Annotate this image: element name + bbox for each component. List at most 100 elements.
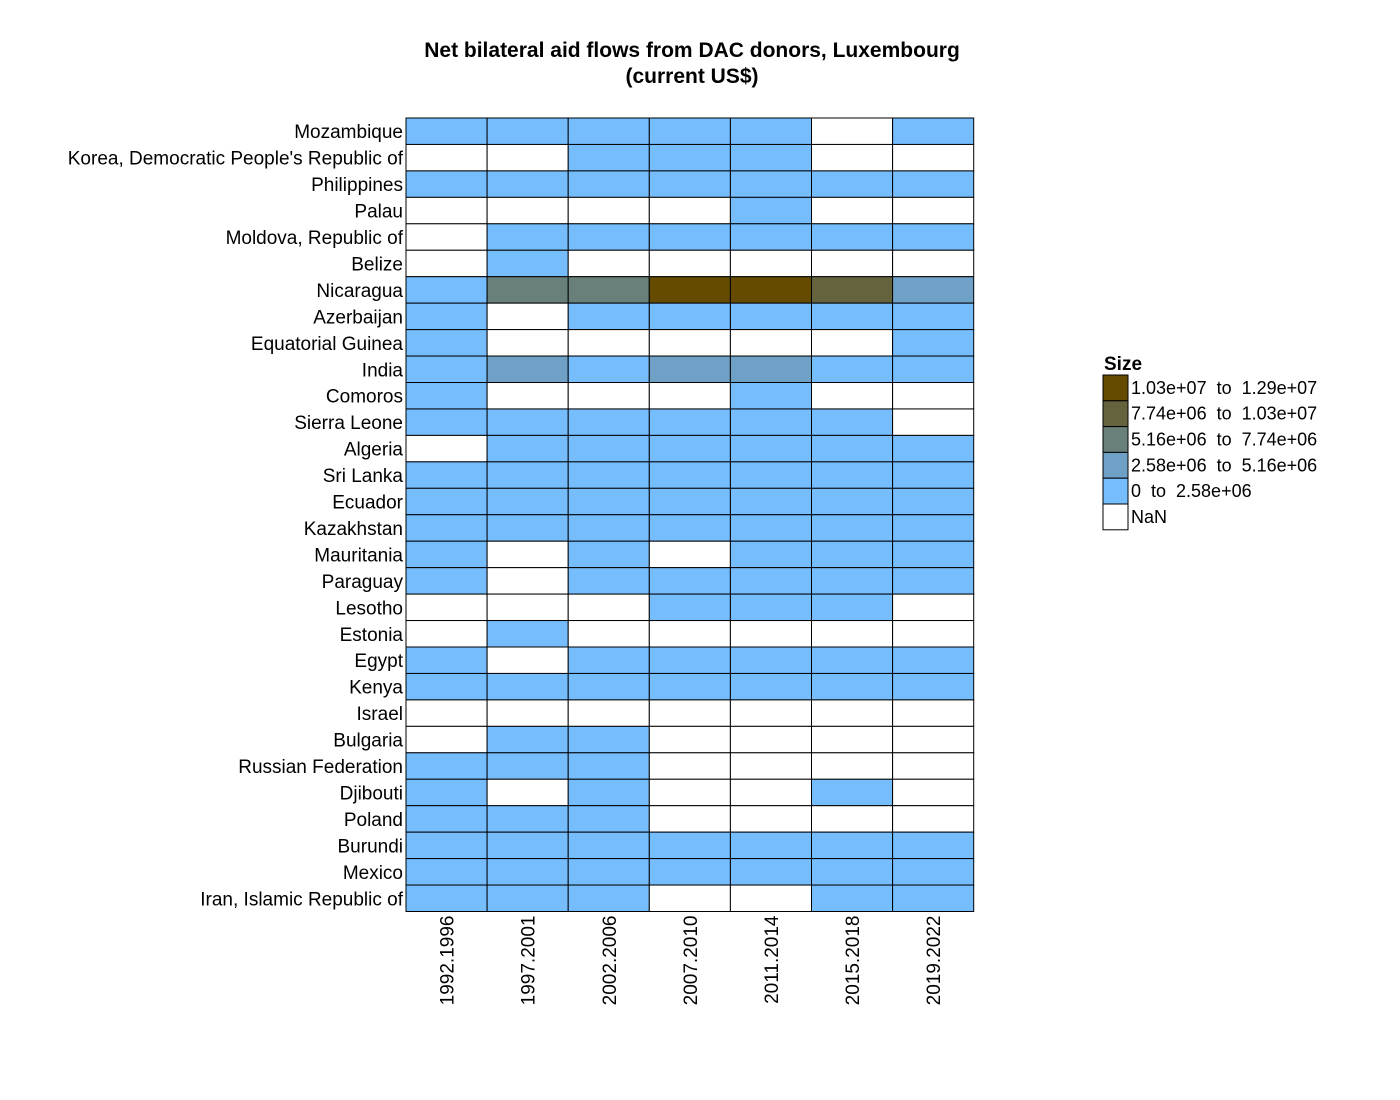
heatmap-cell <box>648 752 731 780</box>
heatmap-cell <box>648 196 731 225</box>
column-label-2019-2022: 2019.2022 <box>924 916 945 1006</box>
row-label-belize: Belize <box>351 254 403 275</box>
heatmap-cell <box>486 884 569 912</box>
row-label-mauritania: Mauritania <box>314 545 403 566</box>
heatmap-cell <box>567 117 650 145</box>
heatmap-cell <box>811 725 894 754</box>
heatmap-cell <box>567 831 650 860</box>
heatmap-cell <box>648 355 731 383</box>
heatmap-cell <box>811 805 894 833</box>
row-label-moldova-republic-of: Moldova, Republic of <box>226 228 404 249</box>
heatmap-cell <box>486 249 569 278</box>
legend-label: 7.74e+06 to 1.03e+07 <box>1131 404 1317 424</box>
heatmap-cell <box>405 672 488 701</box>
heatmap-cell <box>648 302 731 331</box>
heatmap-cell <box>729 752 813 780</box>
heatmap-cell <box>405 434 488 463</box>
heatmap-cell <box>811 355 894 383</box>
heatmap-cell <box>567 434 650 463</box>
heatmap-cell <box>811 223 894 251</box>
heatmap-cell <box>567 276 650 304</box>
row-label-poland: Poland <box>344 810 403 831</box>
heatmap-cell <box>405 752 488 780</box>
heatmap-cell <box>729 117 813 145</box>
row-label-india: India <box>362 360 404 381</box>
heatmap-cell <box>486 778 569 807</box>
heatmap-cell <box>729 620 813 648</box>
heatmap-cell <box>648 329 731 357</box>
heatmap-cell <box>811 752 894 780</box>
heatmap-cell <box>405 646 488 674</box>
column-label-2007-2010: 2007.2010 <box>681 916 702 1006</box>
heatmap-cell <box>567 249 650 278</box>
heatmap-cell <box>486 117 569 145</box>
legend-label: 5.16e+06 to 7.74e+06 <box>1131 430 1317 450</box>
heatmap-cell <box>648 382 731 410</box>
heatmap-cell <box>729 646 813 674</box>
heatmap-cell <box>811 593 894 622</box>
heatmap-cell <box>892 646 975 674</box>
row-label-israel: Israel <box>357 704 403 725</box>
heatmap-cell <box>486 487 569 516</box>
legend-swatch <box>1102 400 1129 428</box>
heatmap-cell <box>811 699 894 727</box>
heatmap-cell <box>567 514 650 542</box>
heatmap-cell <box>729 276 813 304</box>
heatmap-cell <box>811 487 894 516</box>
heatmap-cell <box>892 143 975 172</box>
heatmap-cell <box>811 408 894 436</box>
legend: Size 1.03e+07 to 1.29e+07 7.74e+06 to 1.0… <box>1102 354 1317 531</box>
heatmap-cell <box>811 884 894 912</box>
heatmap-cell <box>729 725 813 754</box>
heatmap-cell <box>892 884 975 912</box>
heatmap-cell <box>729 805 813 833</box>
heatmap-cell <box>405 223 488 251</box>
heatmap-cell <box>892 223 975 251</box>
heatmap-cell <box>811 170 894 198</box>
heatmap-cell <box>567 778 650 807</box>
heatmap-cell <box>729 382 813 410</box>
heatmap-cell <box>405 143 488 172</box>
heatmap-cell <box>486 725 569 754</box>
heatmap-cell <box>486 646 569 674</box>
heatmap-cell <box>729 302 813 331</box>
heatmap-cell <box>648 223 731 251</box>
heatmap-cell <box>892 434 975 463</box>
heatmap-cell <box>567 805 650 833</box>
heatmap-cell <box>567 302 650 331</box>
heatmap-cell <box>892 276 975 304</box>
heatmap-cell <box>567 593 650 622</box>
legend-swatch <box>1102 374 1129 402</box>
heatmap-cell <box>405 884 488 912</box>
heatmap-cell <box>567 461 650 489</box>
heatmap-cell <box>648 593 731 622</box>
heatmap-cell <box>405 567 488 595</box>
heatmap-cell <box>811 382 894 410</box>
row-label-paraguay: Paraguay <box>322 572 404 593</box>
heatmap-cell <box>567 223 650 251</box>
heatmap-cell <box>729 223 813 251</box>
heatmap-cell <box>811 117 894 145</box>
row-label-burundi: Burundi <box>338 836 404 857</box>
heatmap-cell <box>486 461 569 489</box>
heatmap-cell <box>892 567 975 595</box>
heatmap-cell <box>405 355 488 383</box>
row-label-ecuador: Ecuador <box>332 493 403 514</box>
heatmap-cell <box>648 540 731 569</box>
heatmap-cell <box>486 196 569 225</box>
heatmap-cell <box>648 408 731 436</box>
heatmap-cell <box>567 752 650 780</box>
heatmap-cell <box>567 143 650 172</box>
row-label-egypt: Egypt <box>354 651 403 672</box>
heatmap-cell <box>811 858 894 886</box>
heatmap-cell <box>892 487 975 516</box>
heatmap-cell <box>567 329 650 357</box>
heatmap-cell <box>405 725 488 754</box>
heatmap-cell <box>729 858 813 886</box>
heatmap-cell <box>405 196 488 225</box>
heatmap-cell <box>486 382 569 410</box>
heatmap-cell <box>567 672 650 701</box>
heatmap-cell <box>648 276 731 304</box>
row-label-kazakhstan: Kazakhstan <box>304 519 403 540</box>
heatmap-cell <box>729 329 813 357</box>
